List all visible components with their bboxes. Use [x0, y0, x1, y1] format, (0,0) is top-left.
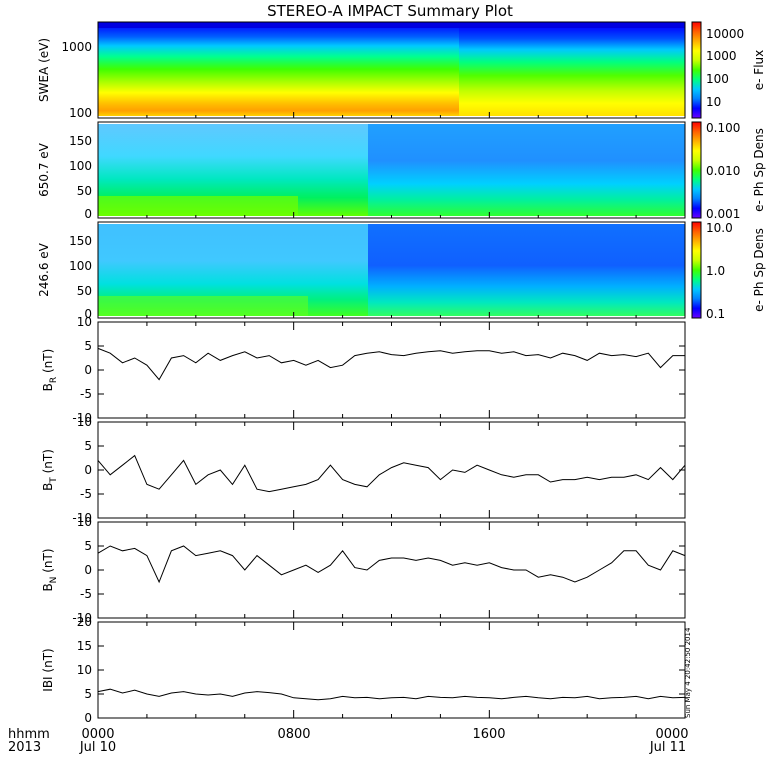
- x-tick-label-0000-end: 0000: [655, 727, 688, 742]
- cb-246-label: e- Ph Sp Dens: [752, 228, 766, 312]
- br-ytick-label: -5: [80, 387, 92, 401]
- cb-246-tick-01: 0.1: [706, 307, 725, 321]
- br-ytick-label: -10: [72, 411, 92, 425]
- cb-246-tick-1: 1.0: [706, 264, 725, 278]
- bmag-ytick-label: 10: [77, 663, 92, 677]
- cb-650-tick-0001: 0.001: [706, 207, 740, 221]
- pad650-ytick-100: 100: [69, 159, 92, 173]
- pad650-ylabel: 650.7 eV: [37, 142, 51, 197]
- footer-year: 2013: [8, 740, 41, 755]
- bmag-ytick-label: 20: [77, 615, 92, 629]
- pad-246-panel: [97, 221, 686, 319]
- pad246-ytick-150: 150: [69, 234, 92, 248]
- generation-stamp: Sun May 4 20:42:50 2014: [684, 627, 692, 718]
- colorbar-psd650: [691, 121, 702, 219]
- x-tick-label-0000: 0000: [81, 727, 114, 742]
- swea-ytick-100: 100: [69, 106, 92, 120]
- pad246-ytick-100: 100: [69, 259, 92, 273]
- cb-650-tick-0100: 0.100: [706, 121, 740, 135]
- bt-series-line: [97, 454, 686, 493]
- bmag-ytick-label: 15: [77, 639, 92, 653]
- bn-ytick-label: -5: [80, 587, 92, 601]
- br-ylabel: BR (nT): [41, 349, 59, 392]
- br-series-line: [97, 347, 685, 381]
- bt-ytick-label: 5: [84, 439, 92, 453]
- pad650-ytick-50: 50: [77, 184, 92, 198]
- cb-flux-tick-1000: 1000: [706, 49, 737, 63]
- cb-flux-tick-10: 10: [706, 95, 721, 109]
- bn-ytick-label: -10: [72, 611, 92, 625]
- bmag-series-line: [97, 688, 686, 701]
- bt-ytick-label: 10: [77, 415, 92, 429]
- swea-spectrogram-panel: [97, 21, 686, 119]
- swea-ytick-1000: 1000: [61, 40, 92, 54]
- footer-hhmm: hhmm: [8, 727, 50, 742]
- swea-ylabel: SWEA (eV): [37, 38, 51, 102]
- bn-ylabel: BN (nT): [41, 548, 59, 591]
- bmag-ytick-label: 5: [84, 687, 92, 701]
- colorbar-flux: [691, 21, 702, 119]
- plot-title: STEREO-A IMPACT Summary Plot: [267, 2, 513, 20]
- cb-650-label: e- Ph Sp Dens: [752, 128, 766, 212]
- bt-ytick-label: 0: [84, 463, 92, 477]
- bn-ytick-label: 10: [77, 515, 92, 529]
- br-frame: [97, 321, 686, 419]
- pad-650-panel: [97, 121, 686, 219]
- bmag-frame: [97, 621, 686, 719]
- bn-frame: [97, 521, 686, 619]
- cb-flux-tick-10000: 10000: [706, 27, 744, 41]
- x-date-end: Jul 11: [649, 740, 686, 755]
- bn-ytick-label: 5: [84, 539, 92, 553]
- bt-frame: [97, 421, 686, 519]
- cb-650-tick-0010: 0.010: [706, 164, 740, 178]
- pad650-ytick-0: 0: [84, 207, 92, 221]
- br-ytick-label: 0: [84, 363, 92, 377]
- x-tick-label-0800: 0800: [277, 727, 310, 742]
- cb-246-tick-10: 10.0: [706, 221, 733, 235]
- cb-flux-label: e- Flux: [752, 50, 766, 90]
- bt-ytick-label: -10: [72, 511, 92, 525]
- pad650-ytick-150: 150: [69, 134, 92, 148]
- bt-ytick-label: -5: [80, 487, 92, 501]
- pad246-ytick-50: 50: [77, 284, 92, 298]
- bmag-ytick-label: 0: [84, 711, 92, 725]
- cb-flux-tick-100: 100: [706, 72, 729, 86]
- pad246-ytick-0: 0: [84, 307, 92, 321]
- bt-ylabel: BT (nT): [41, 449, 59, 491]
- colorbar-psd246: [691, 221, 702, 319]
- bmag-ylabel: IBI (nT): [41, 648, 55, 691]
- bn-ytick-label: 0: [84, 563, 92, 577]
- pad246-ylabel: 246.6 eV: [37, 242, 51, 297]
- x-tick-label-1600: 1600: [472, 727, 505, 742]
- br-ytick-label: 5: [84, 339, 92, 353]
- bn-series-line: [97, 545, 686, 584]
- br-ytick-label: 10: [77, 315, 92, 329]
- x-date-start: Jul 10: [79, 740, 116, 755]
